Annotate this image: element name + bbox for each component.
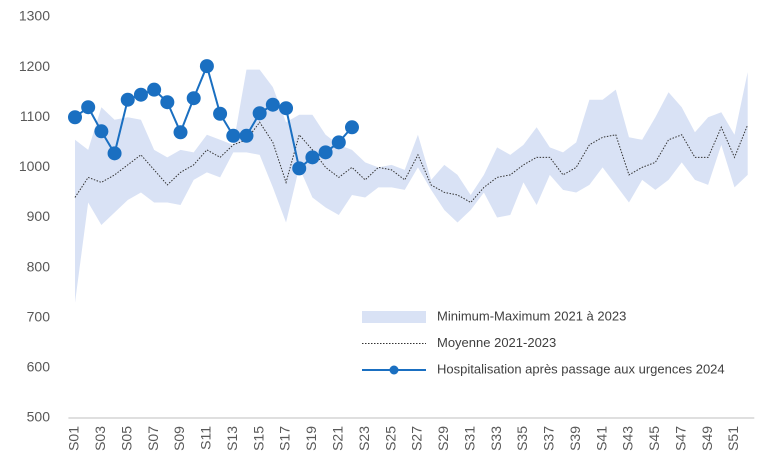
mean-line <box>74 121 749 204</box>
y-tick-label: 900 <box>27 208 51 224</box>
x-tick-label: S51 <box>725 426 741 451</box>
x-tick-label: S03 <box>92 426 108 451</box>
data-point <box>199 59 214 74</box>
y-tick-label: 1000 <box>19 158 50 174</box>
x-tick-label: S29 <box>435 426 451 451</box>
x-tick-label: S47 <box>672 426 688 451</box>
data-point <box>81 100 96 115</box>
legend-label: Moyenne 2021-2023 <box>437 335 556 350</box>
data-point <box>239 128 254 143</box>
data-point <box>173 125 188 140</box>
x-tick-label: S39 <box>567 426 583 451</box>
data-point <box>331 135 346 150</box>
x-tick-label: S49 <box>699 426 715 451</box>
y-tick-label: 800 <box>27 258 51 274</box>
x-tick-label: S45 <box>646 426 662 451</box>
data-point <box>67 110 82 125</box>
x-tick-label: S37 <box>541 426 557 451</box>
x-tick-label: S11 <box>198 426 214 450</box>
data-point <box>292 161 307 176</box>
series-line <box>74 63 353 171</box>
x-tick-label: S31 <box>461 426 477 451</box>
y-tick-label: 1100 <box>20 108 50 124</box>
data-point <box>305 150 320 165</box>
legend-swatch <box>362 311 426 323</box>
x-tick-label: S13 <box>224 426 240 451</box>
data-point <box>279 101 294 116</box>
data-point <box>94 124 109 139</box>
plot-area: 500 600 700 800 900 1000 1100 1200 1300 S01 S03 S05… <box>19 8 755 451</box>
data-point <box>120 92 135 107</box>
legend: Minimum-Maximum 2021 à 2023 Moyenne 2021-… <box>362 308 725 376</box>
data-point <box>147 82 162 97</box>
x-tick-label: S35 <box>514 426 530 451</box>
data-point <box>186 91 201 106</box>
data-point <box>226 128 241 143</box>
data-point <box>265 97 280 112</box>
data-point <box>252 106 267 121</box>
x-tick-label: S01 <box>66 426 82 451</box>
data-point <box>213 106 228 121</box>
y-tick-label: 600 <box>27 359 51 375</box>
data-point <box>107 146 122 161</box>
x-tick-label: S25 <box>382 426 398 451</box>
x-tick-label: S15 <box>250 426 266 451</box>
data-point <box>344 120 359 135</box>
y-tick-label: 500 <box>27 409 51 425</box>
y-tick-label: 1300 <box>19 8 50 24</box>
x-tick-label: S23 <box>356 426 372 451</box>
min-max-band <box>74 69 748 303</box>
data-point <box>318 145 333 160</box>
x-tick-label: S27 <box>409 426 425 451</box>
y-tick-label: 1200 <box>19 58 50 74</box>
legend-label: Hospitalisation après passage aux urgenc… <box>437 361 725 376</box>
x-tick-label: S43 <box>620 426 636 451</box>
legend-marker <box>389 365 399 375</box>
x-tick-label: S07 <box>145 426 161 451</box>
x-tick-label: S41 <box>593 426 609 451</box>
x-tick-label: S05 <box>118 426 134 451</box>
x-tick-label: S21 <box>329 426 345 451</box>
y-tick-label: 700 <box>27 308 51 324</box>
x-tick-label: S33 <box>488 426 504 451</box>
x-tick-label: S17 <box>277 426 293 451</box>
data-point <box>133 87 148 102</box>
data-point <box>160 95 175 110</box>
x-tick-label: S09 <box>171 426 187 451</box>
legend-label: Minimum-Maximum 2021 à 2023 <box>437 308 626 323</box>
x-tick-label: S19 <box>303 426 319 451</box>
